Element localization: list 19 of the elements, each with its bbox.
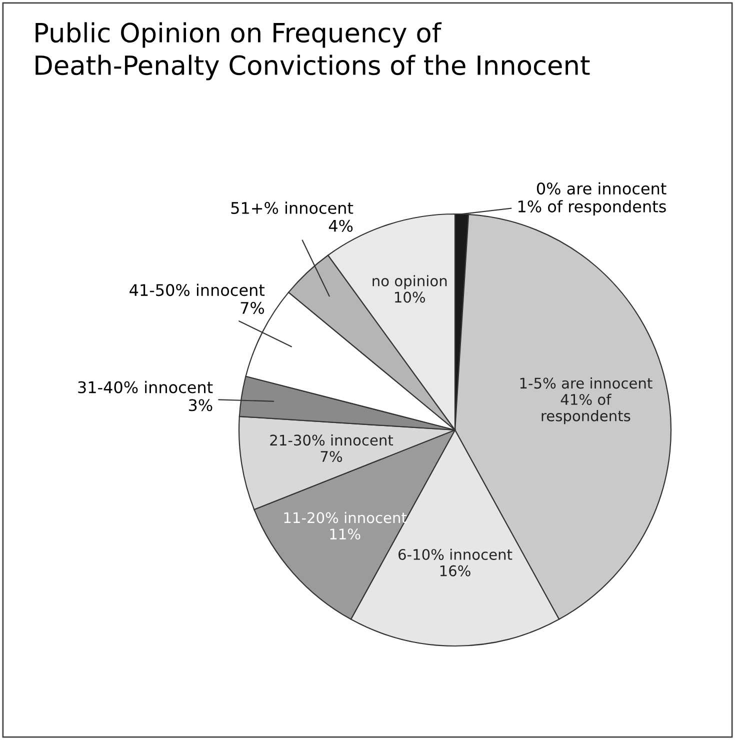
slice-label: 11-20% innocent xyxy=(284,512,407,524)
data-label: 41% of respondents xyxy=(542,394,630,424)
data-label: 7% xyxy=(320,450,342,462)
data-label: 16% xyxy=(440,565,470,576)
slice-label: no opinion xyxy=(372,275,447,290)
data-label: 4% xyxy=(328,220,353,232)
slice-label: 6-10% innocent xyxy=(398,548,512,560)
slice-label: 41-50% innocent xyxy=(130,284,265,296)
slice-label: 51+% innocent xyxy=(231,202,354,214)
slice-label: 1-5% are innocent xyxy=(520,377,652,389)
data-label: 3% xyxy=(188,399,212,412)
slice-label: 0% are innocent xyxy=(536,182,666,195)
data-label: 11% xyxy=(330,528,360,540)
data-label: 1% of respondents xyxy=(518,200,666,216)
data-label: 10% xyxy=(395,292,426,303)
slice-label: 21-30% innocent xyxy=(270,434,394,446)
chart-title: Public Opinion on Frequency of Death-Penalty Convictions of the Innocent xyxy=(36,22,590,80)
data-label: 7% xyxy=(240,302,264,314)
slice-label: 31-40% innocent xyxy=(78,380,213,394)
